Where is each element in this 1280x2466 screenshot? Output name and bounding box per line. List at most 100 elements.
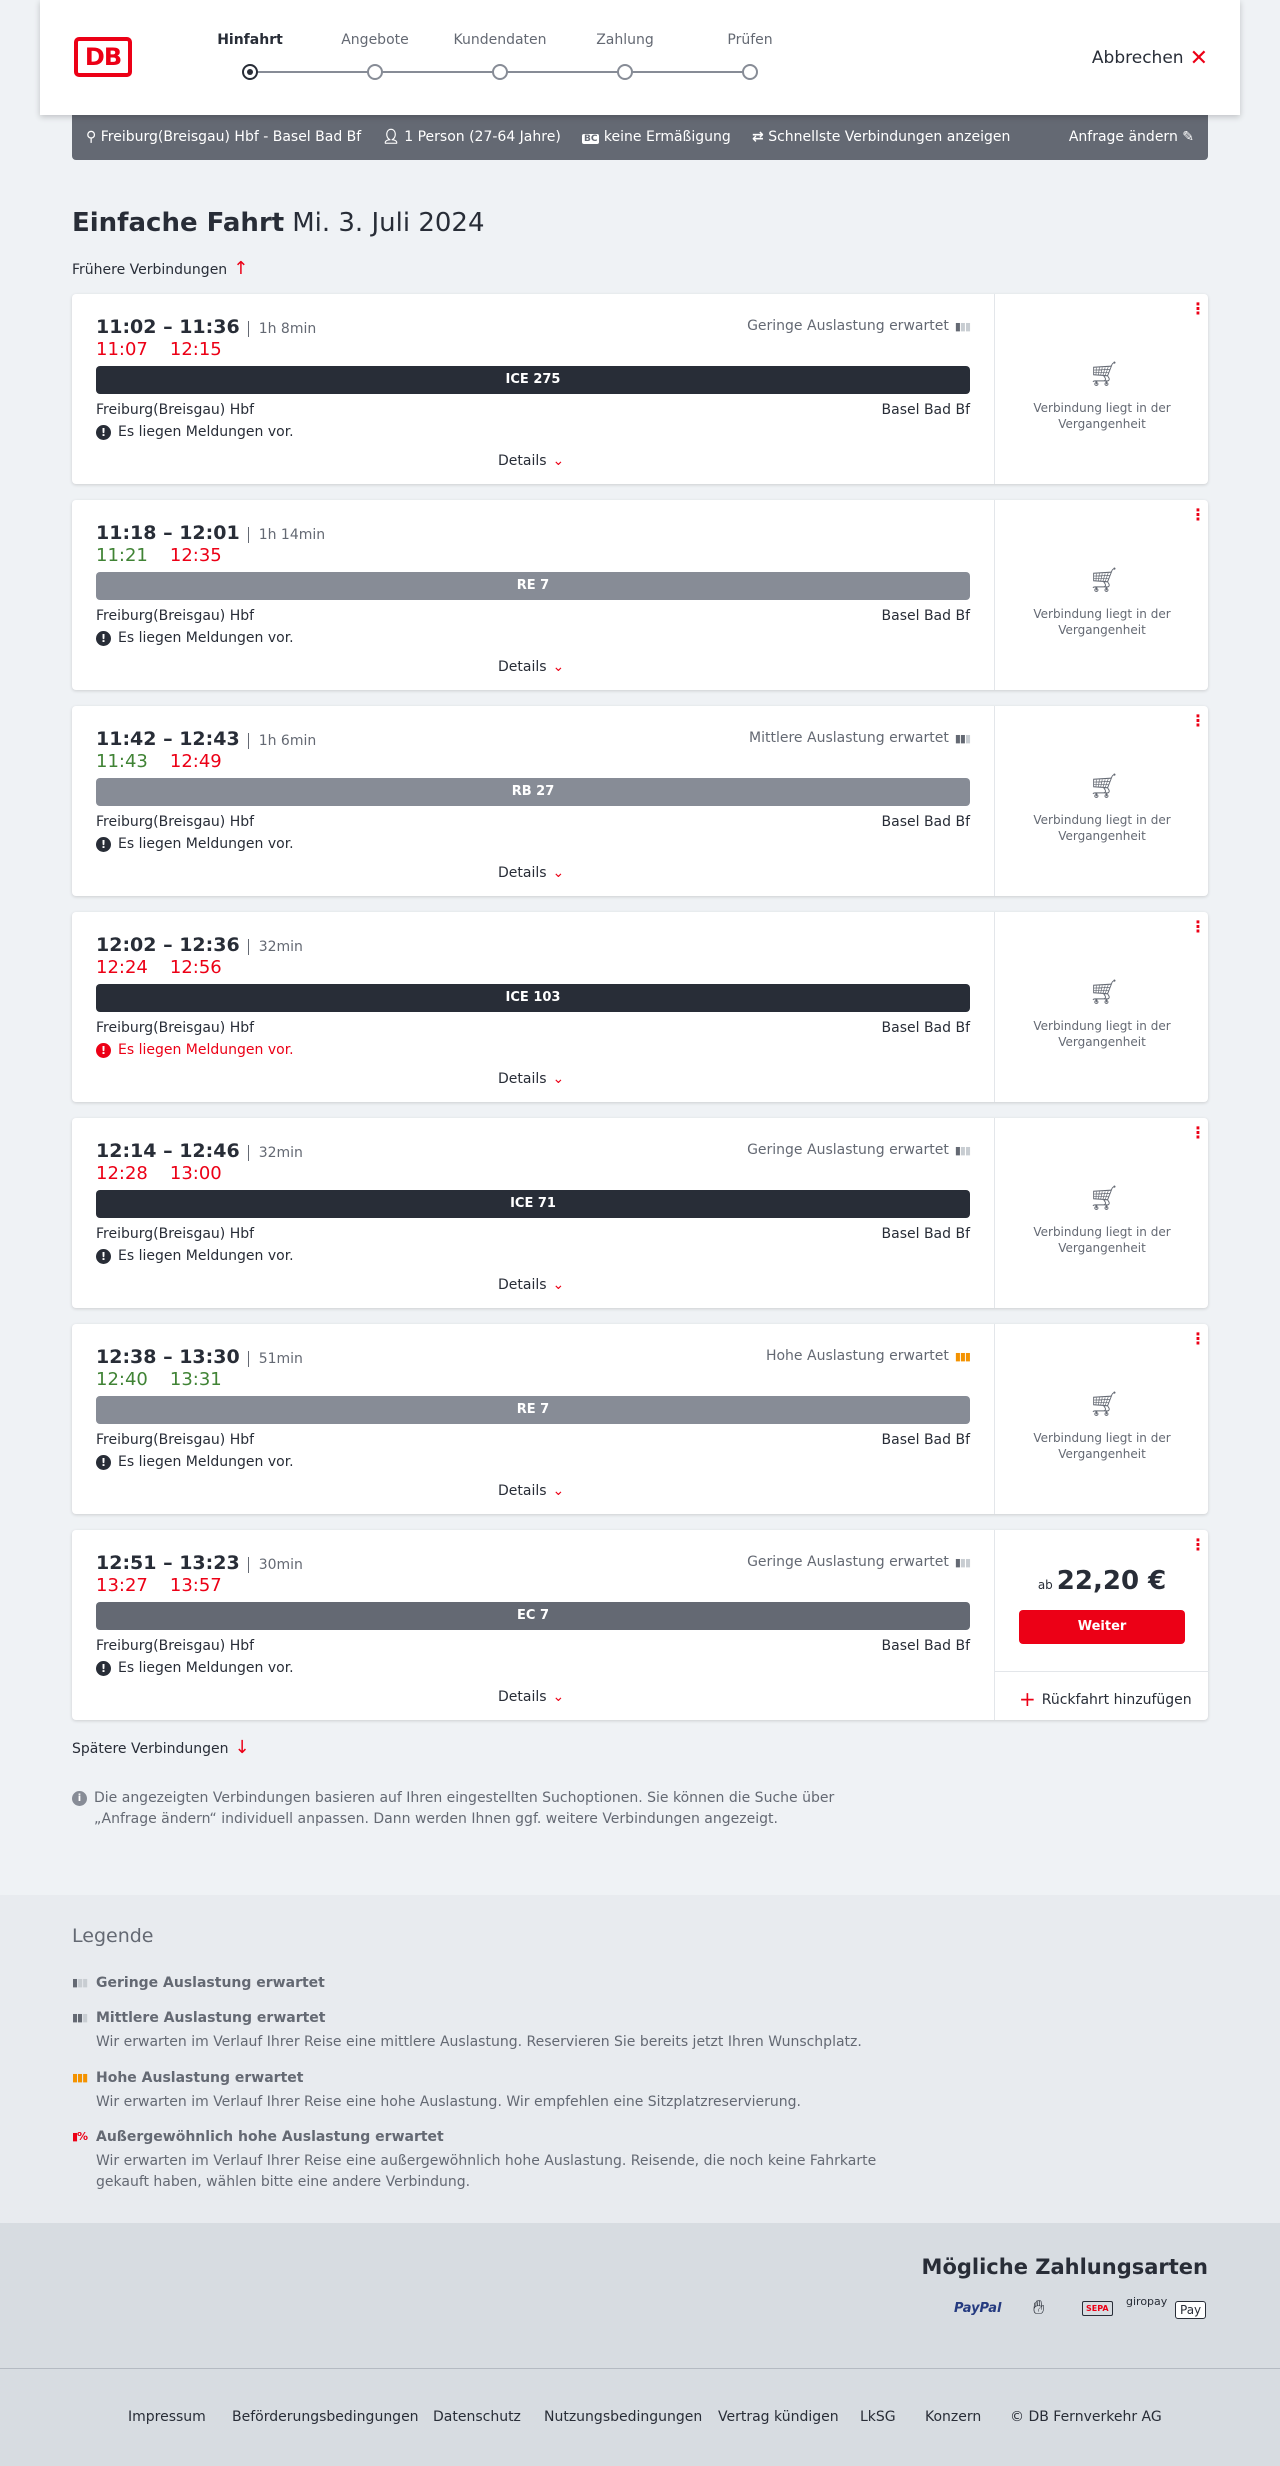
occupancy-indicator: Geringe Auslastung erwartet ▮▮▮ xyxy=(747,1554,971,1570)
occupancy-text: Mittlere Auslastung erwartet xyxy=(749,730,949,746)
footer-link[interactable]: © DB Fernverkehr AG xyxy=(1010,2409,1162,2425)
duration: 30min xyxy=(247,1557,303,1573)
offer-panel: ⋮ 🛒︎ Verbindung liegt in der Vergangenheit xyxy=(994,706,1208,896)
footer-link[interactable]: Impressum xyxy=(128,2409,206,2425)
details-toggle[interactable]: Details ⌄ xyxy=(498,1071,564,1087)
realtime-departure: 11:43 xyxy=(96,751,148,772)
discount-text: keine Ermäßigung xyxy=(603,129,731,145)
connection-info: 12:14 – 12:46 32min Geringe Auslastung er… xyxy=(96,1118,971,1308)
more-options-icon[interactable]: ⋮ xyxy=(1190,711,1206,730)
details-toggle[interactable]: Details ⌄ xyxy=(498,453,564,469)
chevron-down-icon: ⌄ xyxy=(552,1689,565,1705)
details-label: Details xyxy=(498,453,547,469)
footer-link[interactable]: Nutzungsbedingungen xyxy=(544,2409,703,2425)
sepa-icon: SEPA xyxy=(1082,2301,1113,2316)
more-options-icon[interactable]: ⋮ xyxy=(1190,917,1206,936)
details-toggle[interactable]: Details ⌄ xyxy=(498,1277,564,1293)
connection-card[interactable]: 11:02 – 11:36 1h 8min Geringe Auslastung … xyxy=(72,294,1208,484)
details-toggle[interactable]: Details ⌄ xyxy=(498,1483,564,1499)
occupancy-indicator: Geringe Auslastung erwartet ▮▮▮ xyxy=(747,318,971,334)
more-options-icon[interactable]: ⋮ xyxy=(1190,505,1206,524)
footer-link[interactable]: Vertrag kündigen xyxy=(718,2409,839,2425)
change-request-button[interactable]: Anfrage ändern ✎ xyxy=(1069,129,1194,145)
chevron-down-icon: ⌄ xyxy=(552,1483,565,1499)
option-text: Schnellste Verbindungen anzeigen xyxy=(768,129,1011,145)
realtime-arrival: 13:57 xyxy=(169,1575,222,1596)
change-request-label: Anfrage ändern xyxy=(1068,129,1178,145)
arrival-station: Basel Bad Bf xyxy=(881,608,970,624)
departure-station: Freiburg(Breisgau) Hbf xyxy=(96,1020,255,1036)
add-return-label: Rückfahrt hinzufügen xyxy=(1041,1692,1192,1708)
legend-item-title: Geringe Auslastung erwartet xyxy=(96,1975,325,1991)
footer-link[interactable]: Datenschutz xyxy=(433,2409,521,2425)
occupancy-icon: ▮▮▮ xyxy=(954,732,971,745)
alert-icon: ! xyxy=(96,631,111,646)
earlier-connections-link[interactable]: Frühere Verbindungen ↑ xyxy=(72,258,248,279)
offer-panel: ⋮ 🛒︎ Verbindung liegt in der Vergangenheit xyxy=(994,294,1208,484)
message-text: Es liegen Meldungen vor. xyxy=(118,1042,294,1058)
giropay-icon: giropay xyxy=(1126,2295,1168,2308)
duration: 51min xyxy=(247,1351,303,1367)
persons-summary: 👤︎ 1 Person (27-64 Jahre) xyxy=(382,129,561,145)
connection-card[interactable]: 12:02 – 12:36 32min 12:24 12:56 ICE 103 Fr… xyxy=(72,912,1208,1102)
alert-icon: ! xyxy=(96,1455,111,1470)
realtime-departure: 13:27 xyxy=(96,1575,148,1596)
messages-notice: ! Es liegen Meldungen vor. xyxy=(96,836,294,852)
continue-button[interactable]: Weiter xyxy=(1019,1610,1185,1644)
occupancy-text: Geringe Auslastung erwartet xyxy=(747,1142,949,1158)
connection-card[interactable]: 11:18 – 12:01 1h 14min 11:21 12:35 RE 7 Fr… xyxy=(72,500,1208,690)
step-3-marker xyxy=(617,64,633,80)
realtime-times: 11:07 12:15 xyxy=(96,339,244,360)
past-connection-status: Verbindung liegt in der Vergangenheit xyxy=(1033,1225,1171,1255)
more-options-icon[interactable]: ⋮ xyxy=(1190,299,1206,318)
connection-info: 11:42 – 12:43 1h 6min Mittlere Auslastung… xyxy=(96,706,971,896)
realtime-departure: 12:28 xyxy=(96,1163,148,1184)
paypal-icon: PayPal xyxy=(954,2301,1002,2316)
db-logo[interactable]: DB xyxy=(74,37,132,77)
details-toggle[interactable]: Details ⌄ xyxy=(498,865,564,881)
cancel-button[interactable]: Abbrechen ✕ xyxy=(1092,46,1208,71)
details-toggle[interactable]: Details ⌄ xyxy=(498,1689,564,1705)
departure-station: Freiburg(Breisgau) Hbf xyxy=(96,1432,255,1448)
pencil-icon: ✎ xyxy=(1182,129,1194,145)
chevron-down-icon: ⌄ xyxy=(552,1277,565,1293)
footer-link[interactable]: LkSG xyxy=(860,2409,896,2425)
bahncard-icon: BC xyxy=(582,134,600,144)
connection-card[interactable]: 11:42 – 12:43 1h 6min Mittlere Auslastung… xyxy=(72,706,1208,896)
step-2-marker xyxy=(492,64,508,80)
messages-notice: ! Es liegen Meldungen vor. xyxy=(96,1660,294,1676)
occupancy-icon: ▮▮▮ xyxy=(954,1556,971,1569)
departure-station: Freiburg(Breisgau) Hbf xyxy=(96,814,255,830)
later-connections-link[interactable]: Spätere Verbindungen ↓ xyxy=(72,1737,250,1758)
connection-card[interactable]: 12:14 – 12:46 32min Geringe Auslastung er… xyxy=(72,1118,1208,1308)
info-icon: i xyxy=(72,1791,87,1806)
persons-text: 1 Person (27-64 Jahre) xyxy=(404,129,561,145)
cart-unavailable-icon: 🛒︎ xyxy=(1089,772,1120,800)
swap-arrows-icon: ⇄ xyxy=(752,129,764,145)
step-4-marker xyxy=(742,64,758,80)
cart-unavailable-icon: 🛒︎ xyxy=(1089,1390,1120,1418)
add-return-trip-button[interactable]: + Rückfahrt hinzufügen xyxy=(995,1671,1209,1720)
more-options-icon[interactable]: ⋮ xyxy=(1190,1329,1206,1348)
footer-link[interactable]: Beförderungsbedingungen xyxy=(232,2409,419,2425)
more-options-icon[interactable]: ⋮ xyxy=(1190,1123,1206,1142)
arrival-station: Basel Bad Bf xyxy=(881,402,970,418)
occupancy-indicator: Hohe Auslastung erwartet ▮▮▮ xyxy=(766,1348,971,1364)
details-toggle[interactable]: Details ⌄ xyxy=(498,659,564,675)
occupancy-icon: ▮▮▮ xyxy=(954,320,971,333)
route-text: Freiburg(Breisgau) Hbf - Basel Bad Bf xyxy=(100,129,362,145)
more-options-icon[interactable]: ⋮ xyxy=(1190,1535,1206,1554)
page-title: Einfache Fahrt Mi. 3. Juli 2024 xyxy=(72,208,485,238)
train-bar: ICE 71 xyxy=(96,1190,970,1218)
occupancy-indicator: Geringe Auslastung erwartet ▮▮▮ xyxy=(747,1142,971,1158)
location-pin-icon: ⚲ xyxy=(86,129,97,145)
close-icon: ✕ xyxy=(1189,46,1208,71)
departure-station: Freiburg(Breisgau) Hbf xyxy=(96,608,255,624)
train-bar: EC 7 xyxy=(96,1602,970,1630)
footer-link[interactable]: Konzern xyxy=(925,2409,982,2425)
realtime-arrival: 12:49 xyxy=(169,751,222,772)
connection-card[interactable]: 12:38 – 13:30 51min Hohe Auslastung erwar… xyxy=(72,1324,1208,1514)
realtime-times: 11:43 12:49 xyxy=(96,751,244,772)
connection-card[interactable]: 12:51 – 13:23 30min Geringe Auslastung er… xyxy=(72,1530,1209,1720)
duration: 1h 6min xyxy=(247,733,317,749)
